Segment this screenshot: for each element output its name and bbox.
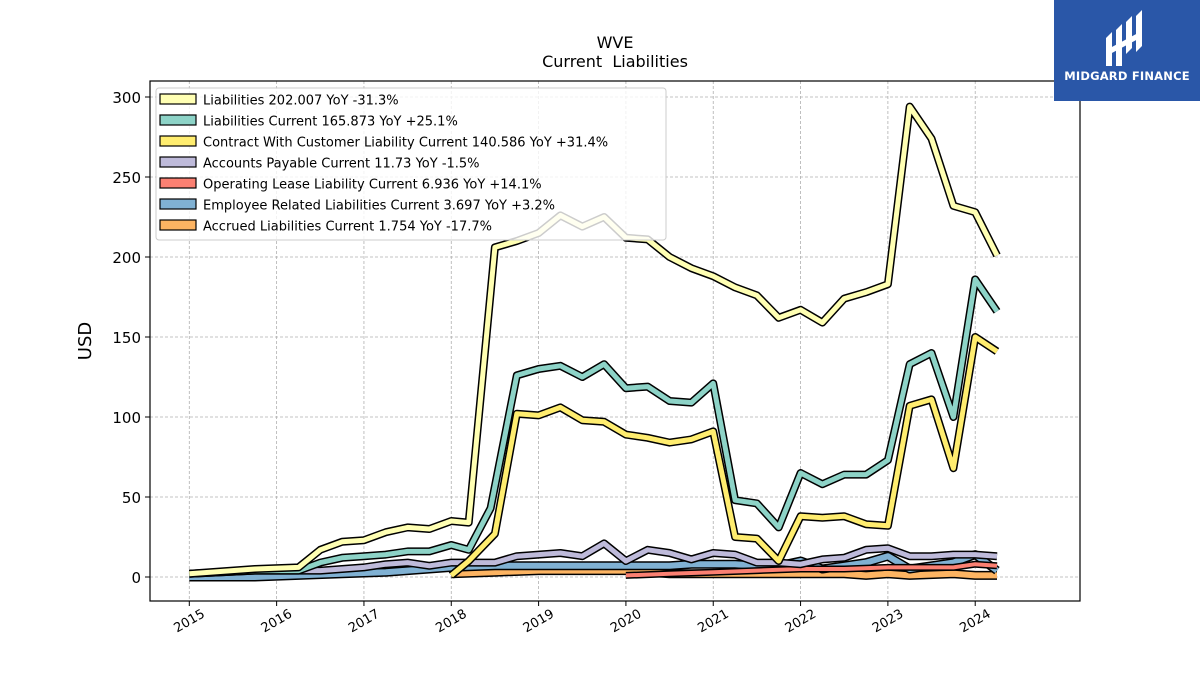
logo-name: MIDGARD FINANCE — [1064, 69, 1190, 83]
legend-box — [155, 87, 667, 241]
legend-swatch — [159, 156, 197, 168]
y-axis-label: USD — [75, 322, 96, 360]
x-tick-label: 2020 — [608, 607, 644, 637]
y-tick-label: 0 — [131, 569, 141, 587]
x-tick-label: 2016 — [259, 607, 295, 637]
legend: Liabilities 202.007 YoY -31.3% Liabilitie… — [155, 87, 667, 241]
legend-label: Accrued Liabilities Current 1.754 YoY -1… — [203, 220, 492, 235]
legend-swatch — [159, 93, 197, 105]
legend-label: Liabilities Current 165.873 YoY +25.1% — [203, 115, 458, 130]
legend-swatch — [159, 219, 197, 231]
x-tick-label: 2022 — [783, 607, 819, 637]
logo-mark-icon — [1106, 10, 1142, 66]
plot-frame — [149, 80, 1081, 602]
series-line-6 — [451, 567, 997, 579]
chart-title: WVE — [597, 33, 634, 52]
chart-subtitle: Current Liabilities — [542, 52, 688, 71]
x-tick-label: 2021 — [695, 607, 731, 637]
y-tick-label: 250 — [112, 169, 141, 187]
x-tick-label: 2017 — [346, 607, 382, 637]
series-line-3 — [189, 540, 998, 577]
legend-label: Employee Related Liabilities Current 3.6… — [203, 199, 555, 214]
x-tick-label: 2019 — [521, 607, 557, 637]
series-outline-1 — [189, 275, 1001, 578]
midgard-finance-logo: MIDGARD FINANCE — [1054, 0, 1200, 101]
legend-label: Accounts Payable Current 11.73 YoY -1.5% — [203, 157, 480, 172]
x-tick-label: 2015 — [171, 607, 207, 637]
legend-label: Operating Lease Liability Current 6.936 … — [203, 178, 542, 193]
y-tick-label: 100 — [112, 409, 141, 427]
legend-swatch — [159, 135, 197, 147]
legend-label: Contract With Customer Liability Current… — [203, 136, 608, 151]
series-line-1 — [189, 276, 1000, 577]
series-line-2 — [449, 334, 999, 578]
y-tick-label: 300 — [112, 89, 141, 107]
legend-swatch — [159, 177, 197, 189]
legend-label: Liabilities 202.007 YoY -31.3% — [203, 94, 399, 109]
legend-swatch — [159, 198, 197, 210]
x-tick-label: 2018 — [433, 607, 469, 637]
legend-swatch — [159, 114, 197, 126]
y-tick-label: 50 — [122, 489, 141, 507]
x-tick-label: 2023 — [870, 607, 906, 637]
series-line-4 — [625, 562, 998, 578]
y-tick-label: 200 — [112, 249, 141, 267]
x-tick-label: 2024 — [957, 607, 993, 637]
y-tick-label: 150 — [112, 329, 141, 347]
